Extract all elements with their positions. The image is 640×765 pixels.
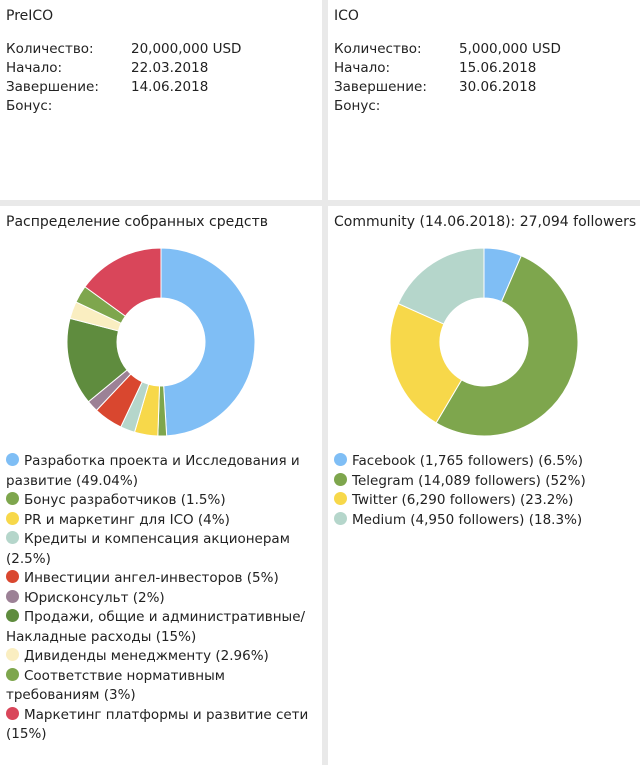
preico-start-row: Начало: 22.03.2018 — [6, 59, 316, 78]
chart0-legend-item-7: Дивиденды менеджменту (2.96%) — [6, 647, 316, 667]
preico-bonus-row: Бонус: — [6, 97, 316, 116]
chart0-legend-item-9: Маркетинг платформы и развитие сети (15%… — [6, 706, 316, 745]
chart0-legend-item-0: Разработка проекта и Исследования и разв… — [6, 452, 316, 491]
chart1-legend-item-1: Telegram (14,089 followers) (52%) — [334, 472, 634, 492]
chart1-legend-swatch-2 — [334, 492, 347, 505]
preico-info: Количество: 20,000,000 USD Начало: 22.03… — [6, 40, 316, 116]
community-donut-chart — [389, 247, 579, 437]
chart0-legend-label-1: Бонус разработчиков (1.5%) — [24, 492, 226, 508]
chart1-legend-swatch-1 — [334, 472, 347, 486]
chart0-legend-label-8: Соответствие нормативным требованиям (3%… — [6, 667, 225, 704]
chart0-legend-label-0: Разработка проекта и Исследования и разв… — [6, 453, 300, 489]
chart1-legend-item-2: Twitter (6,290 followers) (23.2%) — [334, 491, 634, 511]
chart0-legend-swatch-1 — [6, 492, 19, 505]
ico-end-value: 30.06.2018 — [459, 79, 537, 95]
chart0-legend-swatch-6 — [6, 609, 19, 622]
preico-bonus-label: Бонус: — [6, 98, 53, 114]
chart0-legend-swatch-8 — [6, 667, 19, 681]
ico-bonus-label: Бонус: — [334, 98, 381, 114]
chart1-legend-item-0: Facebook (1,765 followers) (6.5%) — [334, 452, 634, 472]
chart0-legend-swatch-9 — [6, 706, 19, 720]
ico-info: Количество: 5,000,000 USD Начало: 15.06.… — [334, 40, 634, 116]
chart0-legend-swatch-4 — [6, 570, 19, 583]
chart0-legend-label-9: Маркетинг платформы и развитие сети (15%… — [6, 706, 309, 743]
chart1-slice-1 — [435, 255, 579, 437]
chart1-legend-label-3: Medium (4,950 followers) (18.3%) — [352, 511, 583, 528]
ico-start-value: 15.06.2018 — [459, 60, 537, 76]
ico-amount-value: 5,000,000 USD — [459, 41, 561, 57]
preico-amount-label: Количество: — [6, 41, 94, 57]
chart0-legend-label-3: Кредиты и компенсация акционерам (2.5%) — [6, 531, 290, 567]
chart0-legend-item-4: Инвестиции ангел-инвесторов (5%) — [6, 569, 316, 589]
chart0-legend-label-4: Инвестиции ангел-инвесторов (5%) — [24, 570, 279, 586]
chart0-legend-item-1: Бонус разработчиков (1.5%) — [6, 491, 316, 511]
ico-panel: ICO Количество: 5,000,000 USD Начало: 15… — [328, 0, 640, 200]
chart0-slice-0 — [160, 247, 256, 437]
chart0-legend-swatch-2 — [6, 511, 19, 525]
community-legend: Facebook (1,765 followers) (6.5%) Telegra… — [334, 452, 634, 530]
funds-distribution-donut-chart — [66, 247, 256, 437]
ico-end-label: Завершение: — [334, 79, 427, 95]
chart0-legend-swatch-0 — [6, 453, 19, 466]
chart0-legend-item-5: Юрисконсульт (2%) — [6, 589, 316, 609]
preico-end-row: Завершение: 14.06.2018 — [6, 78, 316, 97]
ico-bonus-row: Бонус: — [334, 97, 634, 116]
chart0-legend-swatch-3 — [6, 531, 19, 544]
chart0-legend-swatch-5 — [6, 589, 19, 603]
chart0-legend-item-2: PR и маркетинг для ICO (4%) — [6, 511, 316, 531]
ico-title: ICO — [334, 8, 359, 24]
chart0-legend-label-2: PR и маркетинг для ICO (4%) — [24, 511, 230, 528]
chart0-legend-label-5: Юрисконсульт (2%) — [24, 589, 165, 606]
preico-start-value: 22.03.2018 — [131, 60, 209, 76]
community-panel: Community (14.06.2018): 27,094 followers… — [328, 206, 640, 765]
preico-end-value: 14.06.2018 — [131, 79, 209, 95]
preico-amount-value: 20,000,000 USD — [131, 41, 242, 57]
chart0-legend-item-8: Соответствие нормативным требованиям (3%… — [6, 667, 316, 706]
chart1-legend-label-1: Telegram (14,089 followers) (52%) — [352, 472, 586, 489]
chart1-legend-swatch-0 — [334, 453, 347, 466]
preico-title: PreICO — [6, 8, 54, 24]
funds-distribution-legend: Разработка проекта и Исследования и разв… — [6, 452, 316, 745]
chart1-legend-label-0: Facebook (1,765 followers) (6.5%) — [352, 453, 584, 469]
chart0-legend-item-3: Кредиты и компенсация акционерам (2.5%) — [6, 530, 316, 569]
ico-end-row: Завершение: 30.06.2018 — [334, 78, 634, 97]
chart1-slice-2 — [389, 302, 463, 424]
chart1-legend-label-2: Twitter (6,290 followers) (23.2%) — [352, 492, 574, 508]
chart0-slice-9 — [84, 247, 162, 317]
ico-amount-row: Количество: 5,000,000 USD — [334, 40, 634, 59]
chart1-legend-swatch-3 — [334, 511, 347, 525]
preico-amount-row: Количество: 20,000,000 USD — [6, 40, 316, 59]
funds-distribution-panel: Распределение собранных средств Разработ… — [0, 206, 322, 765]
chart0-legend-item-6: Продажи, общие и административные/Наклад… — [6, 608, 316, 647]
preico-panel: PreICO Количество: 20,000,000 USD Начало… — [0, 0, 322, 200]
chart1-slice-3 — [397, 247, 485, 325]
community-title: Community (14.06.2018): 27,094 followers — [334, 214, 637, 230]
ico-start-row: Начало: 15.06.2018 — [334, 59, 634, 78]
preico-end-label: Завершение: — [6, 79, 99, 95]
chart0-legend-label-6: Продажи, общие и административные/Наклад… — [6, 609, 306, 645]
chart0-legend-swatch-7 — [6, 648, 19, 661]
chart1-legend-item-3: Medium (4,950 followers) (18.3%) — [334, 511, 634, 531]
funds-distribution-title: Распределение собранных средств — [6, 214, 268, 230]
ico-amount-label: Количество: — [334, 41, 422, 57]
ico-start-label: Начало: — [334, 60, 391, 76]
chart0-legend-label-7: Дивиденды менеджменту (2.96%) — [24, 648, 269, 664]
preico-start-label: Начало: — [6, 60, 63, 76]
